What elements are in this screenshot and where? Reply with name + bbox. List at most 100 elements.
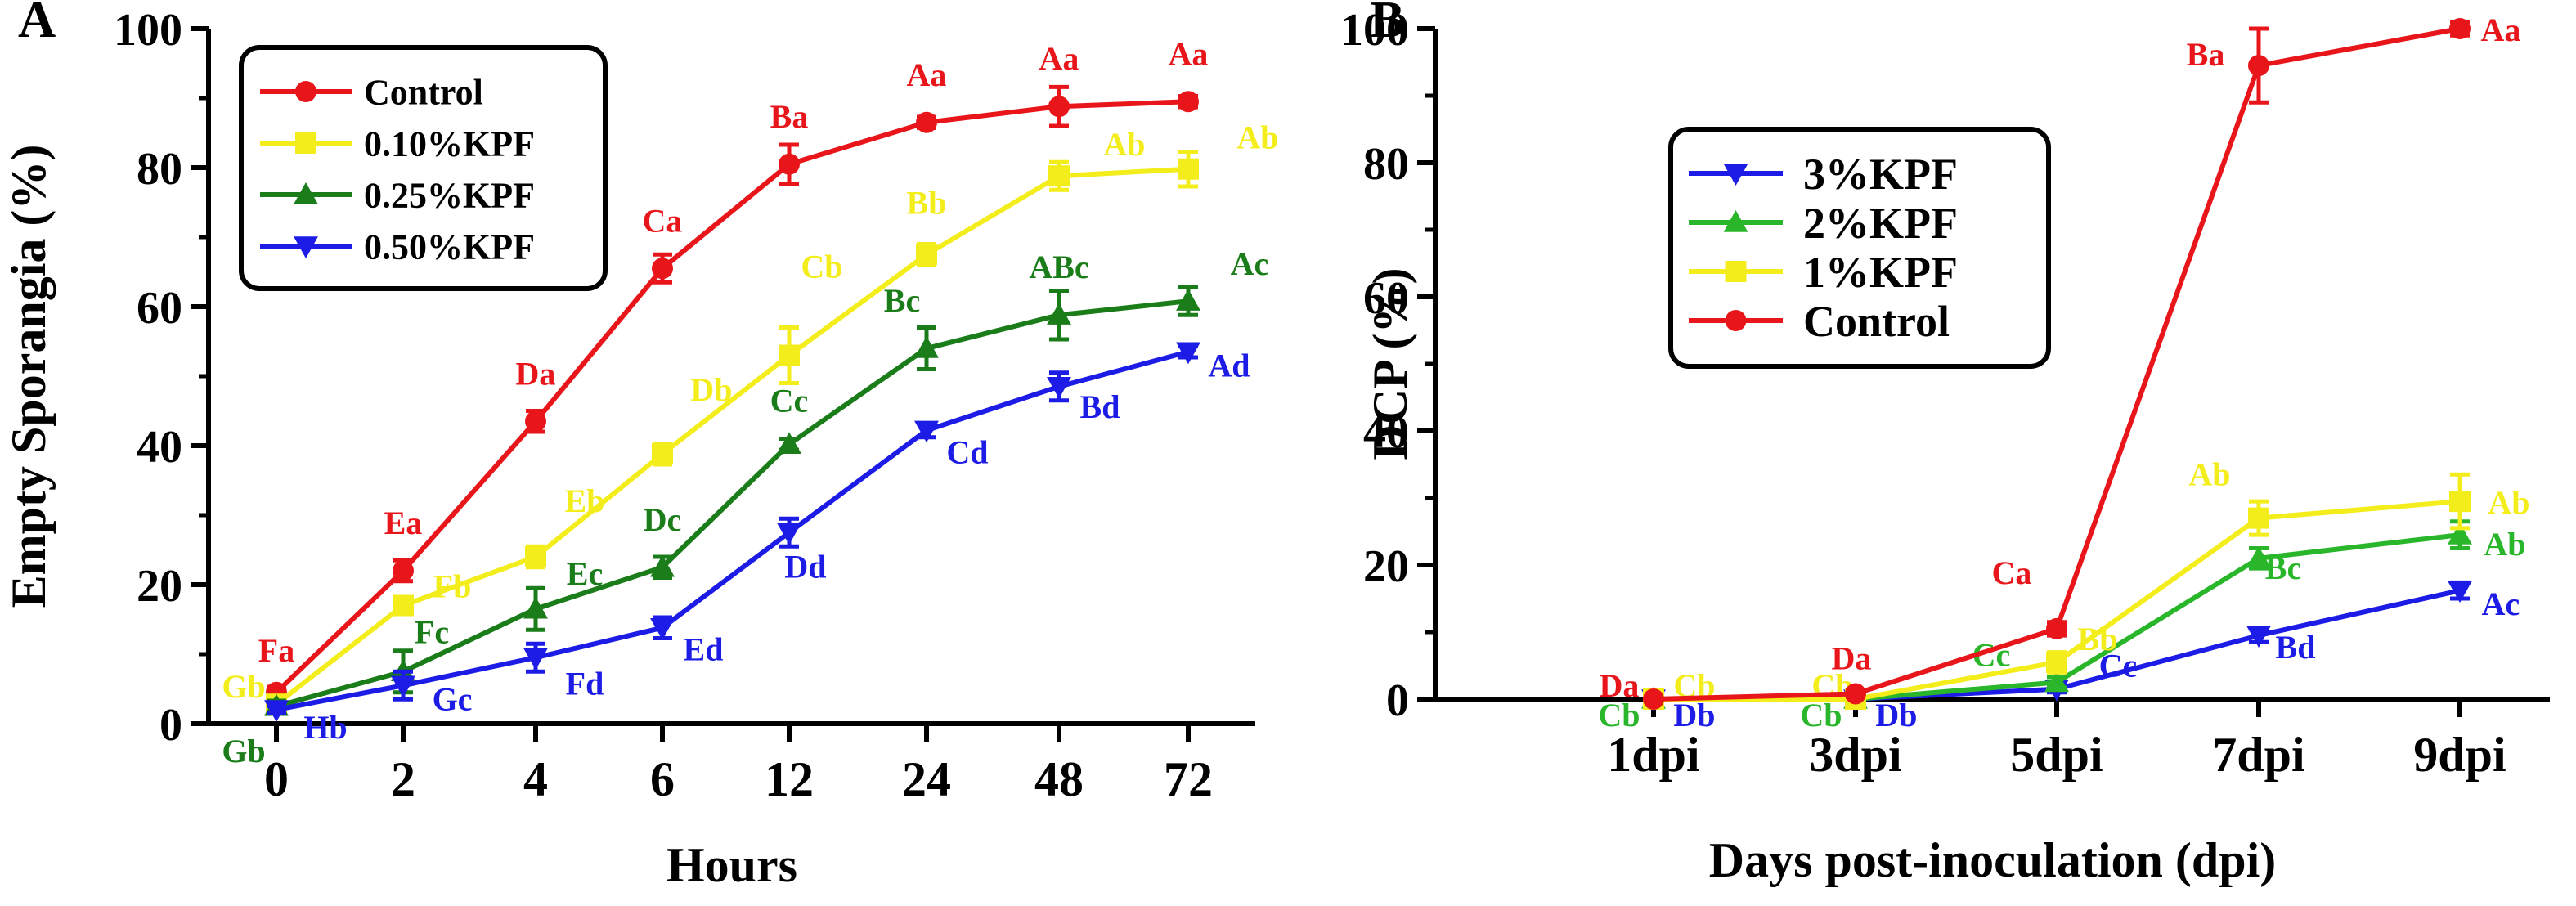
data-point bbox=[393, 594, 414, 617]
y-axis-label: DCP (%) bbox=[1363, 268, 1417, 460]
legend-marker bbox=[295, 132, 316, 154]
data-label: Dd bbox=[784, 548, 826, 585]
legend-label: 1%KPF bbox=[1803, 248, 1958, 297]
data-point bbox=[1048, 96, 1070, 118]
data-label: Aa bbox=[907, 56, 947, 93]
y-tick-label: 40 bbox=[137, 422, 182, 473]
data-point bbox=[523, 596, 548, 619]
data-label: Ed bbox=[684, 631, 724, 668]
legend-box bbox=[1668, 127, 2051, 369]
data-point bbox=[2046, 617, 2067, 639]
data-label: Da bbox=[516, 355, 556, 392]
data-label: Ac bbox=[1231, 245, 1269, 282]
data-point bbox=[264, 700, 289, 722]
data-point bbox=[777, 523, 801, 545]
data-label: Ab bbox=[1103, 126, 1145, 163]
series-line bbox=[274, 99, 1189, 694]
panel-a-letter: A bbox=[18, 0, 56, 48]
data-label: Ca bbox=[1992, 554, 2032, 591]
x-tick-label: 1dpi bbox=[1607, 728, 1699, 782]
data-label: Bb bbox=[907, 184, 947, 221]
legend-label: 0.50%KPF bbox=[364, 226, 535, 267]
data-label: Ac bbox=[2482, 585, 2520, 622]
data-point bbox=[2248, 55, 2269, 77]
legend-marker bbox=[295, 81, 316, 102]
data-label: Ab bbox=[2188, 456, 2230, 493]
y-tick-label: 60 bbox=[1363, 273, 1409, 324]
data-point bbox=[1047, 303, 1071, 325]
series-0-50-kpf: Hb Gc Fd Ed Dd Cd Bd Ad bbox=[264, 342, 1250, 746]
data-label: Cc bbox=[770, 382, 809, 419]
x-axis-label: Hours bbox=[666, 838, 797, 892]
data-point bbox=[652, 443, 673, 465]
x-tick-label: 2 bbox=[391, 752, 415, 806]
legend: Control 0.10%KPF 0.25%KPF 0.50%KPF bbox=[239, 45, 608, 291]
data-label: Db bbox=[1673, 697, 1715, 733]
data-point bbox=[2448, 523, 2472, 545]
data-point bbox=[1048, 165, 1070, 187]
legend-marker bbox=[1725, 261, 1747, 282]
panel-b-letter: B bbox=[1370, 0, 1405, 48]
data-label: Bc bbox=[884, 282, 920, 319]
data-label: Gc bbox=[433, 680, 473, 717]
data-label: Ea bbox=[384, 505, 423, 541]
data-label: Fc bbox=[415, 613, 449, 650]
series-0-25-kpf: Gb Fc Ec Dc Cc Bc ABc Ac bbox=[222, 245, 1268, 769]
data-point bbox=[523, 648, 548, 671]
legend-label: 2%KPF bbox=[1803, 199, 1958, 248]
y-tick-label: 100 bbox=[1340, 5, 1409, 56]
data-label: Ba bbox=[2187, 36, 2225, 73]
x-tick-label: 48 bbox=[1034, 752, 1084, 806]
series-line bbox=[276, 298, 1189, 709]
data-label: Dc bbox=[644, 501, 682, 538]
data-label: Bd bbox=[1080, 388, 1120, 425]
data-label: Eb bbox=[565, 482, 605, 519]
data-label: Cb bbox=[801, 249, 842, 285]
data-point bbox=[391, 675, 415, 698]
data-point bbox=[525, 546, 546, 567]
data-label: Aa bbox=[2481, 11, 2521, 48]
legend-item: 3%KPF bbox=[1689, 150, 1958, 199]
data-point bbox=[914, 336, 939, 358]
legend-marker bbox=[1723, 164, 1748, 186]
data-point bbox=[2449, 18, 2471, 39]
data-label: Aa bbox=[1039, 40, 1079, 77]
data-point bbox=[2448, 581, 2472, 603]
data-point bbox=[2246, 626, 2271, 648]
y-tick-label: 0 bbox=[1386, 675, 1409, 726]
x-tick-label: 3dpi bbox=[1809, 728, 1901, 782]
data-label: Ba bbox=[770, 98, 809, 135]
data-point bbox=[777, 432, 801, 454]
data-label: Cb bbox=[1598, 697, 1640, 733]
y-tick-label: 20 bbox=[137, 561, 182, 612]
y-tick-label: 40 bbox=[1363, 407, 1409, 458]
data-label: Ad bbox=[1208, 347, 1250, 383]
data-label: Fd bbox=[566, 665, 604, 702]
data-point bbox=[916, 244, 937, 266]
x-tick-label: 9dpi bbox=[2413, 728, 2506, 782]
x-tick-label: 5dpi bbox=[2010, 728, 2103, 782]
x-tick-label: 24 bbox=[902, 752, 951, 806]
data-label: Fa bbox=[258, 632, 294, 669]
data-point bbox=[914, 420, 939, 443]
data-label: Ab bbox=[2484, 526, 2525, 563]
data-label: Ec bbox=[567, 555, 603, 592]
series-line bbox=[276, 349, 1189, 712]
data-label: Ab bbox=[1236, 119, 1278, 156]
data-point bbox=[779, 153, 800, 175]
data-point bbox=[2044, 670, 2069, 693]
y-axis-label: Empty Sporangia (%) bbox=[2, 145, 56, 608]
y-tick-label: 0 bbox=[159, 700, 182, 751]
data-point bbox=[1643, 688, 1664, 710]
data-label: Cb bbox=[1800, 697, 1842, 733]
legend-marker bbox=[1725, 310, 1747, 331]
legend-label: Control bbox=[364, 72, 483, 112]
data-point bbox=[652, 258, 673, 280]
data-point bbox=[1845, 683, 1866, 705]
data-point bbox=[1178, 91, 1199, 113]
data-point bbox=[393, 560, 414, 581]
data-point bbox=[1176, 289, 1200, 311]
